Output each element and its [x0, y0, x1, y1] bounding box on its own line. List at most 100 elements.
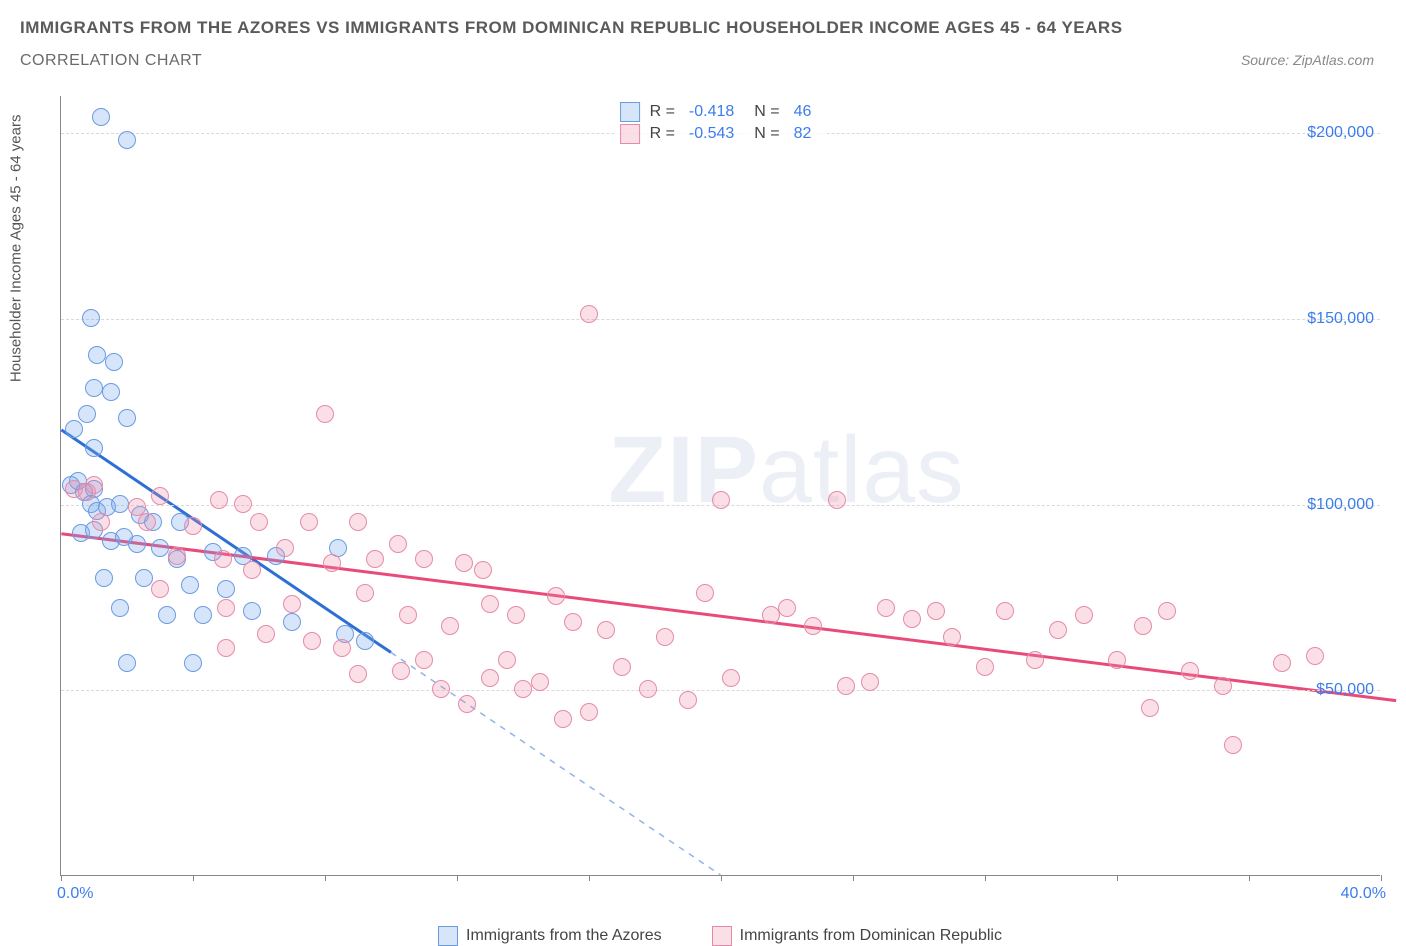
legend-row-azores: R = -0.418 N = 46 — [620, 102, 822, 122]
data-point-dominican — [828, 491, 846, 509]
data-point-dominican — [283, 595, 301, 613]
data-point-azores — [111, 599, 129, 617]
data-point-dominican — [392, 662, 410, 680]
data-point-dominican — [943, 628, 961, 646]
swatch-dominican — [620, 124, 640, 144]
x-tick — [853, 875, 854, 881]
data-point-dominican — [151, 487, 169, 505]
data-point-dominican — [1224, 736, 1242, 754]
data-point-dominican — [1134, 617, 1152, 635]
data-point-dominican — [333, 639, 351, 657]
x-axis-end-label: 40.0% — [1341, 885, 1386, 903]
series-legend: Immigrants from the Azores Immigrants fr… — [60, 926, 1380, 946]
chart-title: IMMIGRANTS FROM THE AZORES VS IMMIGRANTS… — [20, 18, 1386, 38]
data-point-dominican — [1049, 621, 1067, 639]
data-point-dominican — [234, 495, 252, 513]
data-point-dominican — [184, 517, 202, 535]
data-point-dominican — [639, 680, 657, 698]
data-point-azores — [135, 569, 153, 587]
data-point-dominican — [455, 554, 473, 572]
data-point-azores — [128, 535, 146, 553]
data-point-dominican — [1181, 662, 1199, 680]
x-tick — [985, 875, 986, 881]
x-tick — [61, 875, 62, 881]
data-point-dominican — [1075, 606, 1093, 624]
data-point-dominican — [580, 703, 598, 721]
data-point-azores — [65, 420, 83, 438]
data-point-dominican — [554, 710, 572, 728]
data-point-azores — [118, 131, 136, 149]
data-point-dominican — [1108, 651, 1126, 669]
data-point-azores — [217, 580, 235, 598]
data-point-dominican — [1306, 647, 1324, 665]
data-point-azores — [356, 632, 374, 650]
data-point-dominican — [168, 547, 186, 565]
data-point-dominican — [217, 639, 235, 657]
data-point-azores — [118, 409, 136, 427]
data-point-dominican — [210, 491, 228, 509]
data-point-dominican — [389, 535, 407, 553]
data-point-dominican — [474, 561, 492, 579]
data-point-dominican — [214, 550, 232, 568]
swatch-azores — [620, 102, 640, 122]
x-axis-start-label: 0.0% — [57, 885, 93, 903]
x-tick — [1381, 875, 1382, 881]
data-point-dominican — [762, 606, 780, 624]
data-point-dominican — [349, 665, 367, 683]
data-point-dominican — [1026, 651, 1044, 669]
data-point-dominican — [996, 602, 1014, 620]
data-point-azores — [78, 405, 96, 423]
data-point-azores — [194, 606, 212, 624]
data-point-dominican — [531, 673, 549, 691]
data-point-dominican — [243, 561, 261, 579]
data-point-dominican — [514, 680, 532, 698]
data-point-azores — [85, 379, 103, 397]
trendlines-svg — [61, 96, 1380, 875]
data-point-azores — [111, 495, 129, 513]
data-point-dominican — [432, 680, 450, 698]
data-point-dominican — [356, 584, 374, 602]
data-point-dominican — [1273, 654, 1291, 672]
data-point-dominican — [250, 513, 268, 531]
y-axis-label: Householder Income Ages 45 - 64 years — [8, 115, 25, 383]
gridline — [61, 690, 1380, 691]
x-tick — [325, 875, 326, 881]
data-point-dominican — [903, 610, 921, 628]
data-point-dominican — [138, 513, 156, 531]
data-point-dominican — [597, 621, 615, 639]
swatch-azores-bottom — [438, 926, 458, 946]
data-point-dominican — [976, 658, 994, 676]
data-point-dominican — [458, 695, 476, 713]
x-tick — [1117, 875, 1118, 881]
data-point-dominican — [481, 595, 499, 613]
y-tick-label: $150,000 — [1307, 310, 1374, 328]
data-point-azores — [105, 353, 123, 371]
data-point-dominican — [151, 580, 169, 598]
data-point-dominican — [316, 405, 334, 423]
data-point-dominican — [303, 632, 321, 650]
data-point-dominican — [217, 599, 235, 617]
y-tick-label: $200,000 — [1307, 124, 1374, 142]
chart-subtitle: CORRELATION CHART — [20, 52, 202, 70]
data-point-dominican — [323, 554, 341, 572]
correlation-legend: R = -0.418 N = 46 R = -0.543 N = 82 — [614, 100, 828, 146]
data-point-dominican — [696, 584, 714, 602]
source-attribution: Source: ZipAtlas.com — [1241, 52, 1386, 68]
data-point-azores — [82, 309, 100, 327]
data-point-dominican — [564, 613, 582, 631]
x-tick — [457, 875, 458, 881]
gridline — [61, 319, 1380, 320]
data-point-azores — [151, 539, 169, 557]
data-point-dominican — [804, 617, 822, 635]
data-point-dominican — [1141, 699, 1159, 717]
data-point-dominican — [415, 651, 433, 669]
data-point-dominican — [712, 491, 730, 509]
data-point-dominican — [441, 617, 459, 635]
data-point-dominican — [92, 513, 110, 531]
data-point-dominican — [1158, 602, 1176, 620]
data-point-dominican — [837, 677, 855, 695]
data-point-dominican — [613, 658, 631, 676]
data-point-dominican — [276, 539, 294, 557]
data-point-azores — [102, 383, 120, 401]
data-point-dominican — [415, 550, 433, 568]
